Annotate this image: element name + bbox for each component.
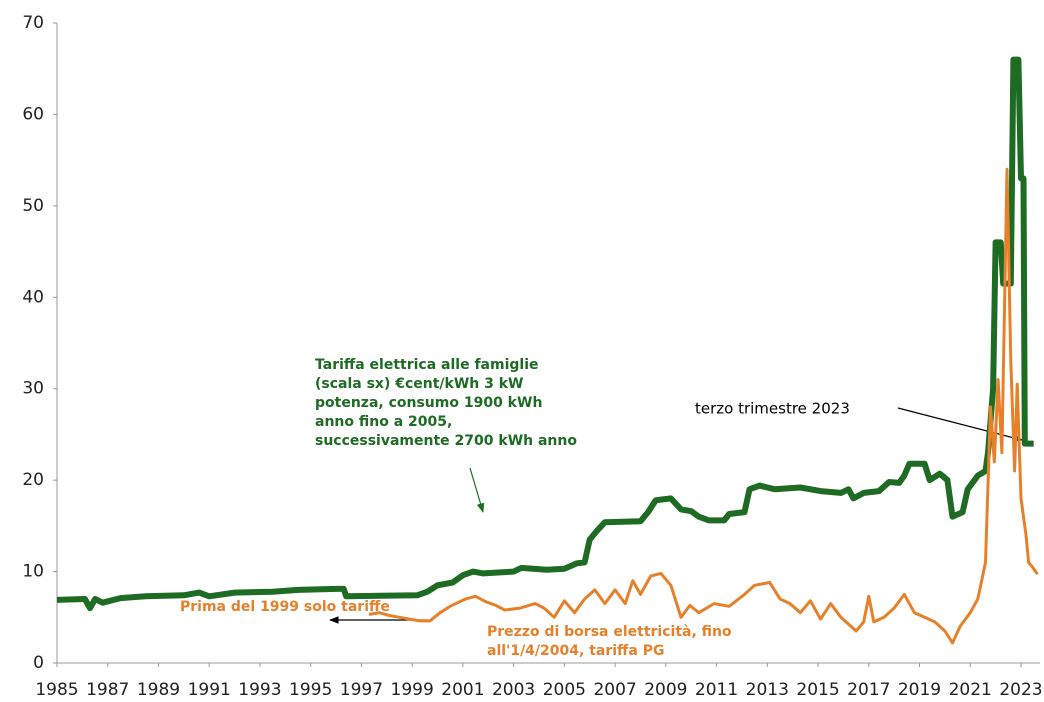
annotation: (scala sx) €cent/kWh 3 kW: [315, 376, 524, 392]
annotation: Tariffa elettrica alle famiglie: [315, 357, 539, 373]
y-tick-label: 20: [22, 470, 44, 490]
annotation: potenza, consumo 1900 kWh: [315, 395, 542, 411]
x-tick-label: 2017: [847, 680, 890, 700]
annotation: terzo trimestre 2023: [695, 400, 850, 418]
arrow: [469, 467, 485, 513]
x-tick-label: 2015: [796, 680, 839, 700]
y-tick-label: 0: [33, 653, 44, 673]
annotation: successivamente 2700 kWh anno: [315, 433, 577, 449]
x-tick-label: 2011: [695, 680, 738, 700]
y-tick-label: 60: [22, 104, 44, 124]
x-tick-label: 2019: [898, 680, 941, 700]
line: [56, 56, 1034, 612]
x-tick-label: 2003: [492, 680, 535, 700]
annotation: anno fino a 2005,: [315, 414, 452, 430]
line: [368, 167, 1039, 645]
y-tick-label: 10: [22, 562, 44, 582]
y-tick-label: 40: [22, 287, 44, 307]
annotation: Prima del 1999 solo tariffe: [180, 599, 390, 615]
x-tick-label: 2009: [644, 680, 687, 700]
x-tick-label: 1999: [391, 680, 434, 700]
x-tick-label: 2001: [441, 680, 484, 700]
x-tick-label: 1997: [340, 680, 383, 700]
y-tick-label: 50: [22, 196, 44, 216]
x-tick-label: 2023: [999, 680, 1042, 700]
x-tick-label: 1993: [238, 680, 281, 700]
y-tick-label: 70: [22, 13, 44, 33]
x-tick-label: 2005: [543, 680, 586, 700]
x-tick-label: 1995: [289, 680, 332, 700]
annotation: all'1/4/2004, tariffa PG: [487, 643, 664, 659]
y-tick-label: 30: [22, 379, 44, 399]
x-tick-label: 1985: [35, 680, 78, 700]
x-tick-label: 2007: [593, 680, 636, 700]
x-tick-label: 2013: [746, 680, 789, 700]
x-tick-label: 1987: [86, 680, 129, 700]
annotation: Prezzo di borsa elettricità, fino: [487, 624, 732, 640]
x-tick-label: 2021: [949, 680, 992, 700]
x-tick-label: 1989: [137, 680, 180, 700]
x-tick-label: 1991: [188, 680, 231, 700]
